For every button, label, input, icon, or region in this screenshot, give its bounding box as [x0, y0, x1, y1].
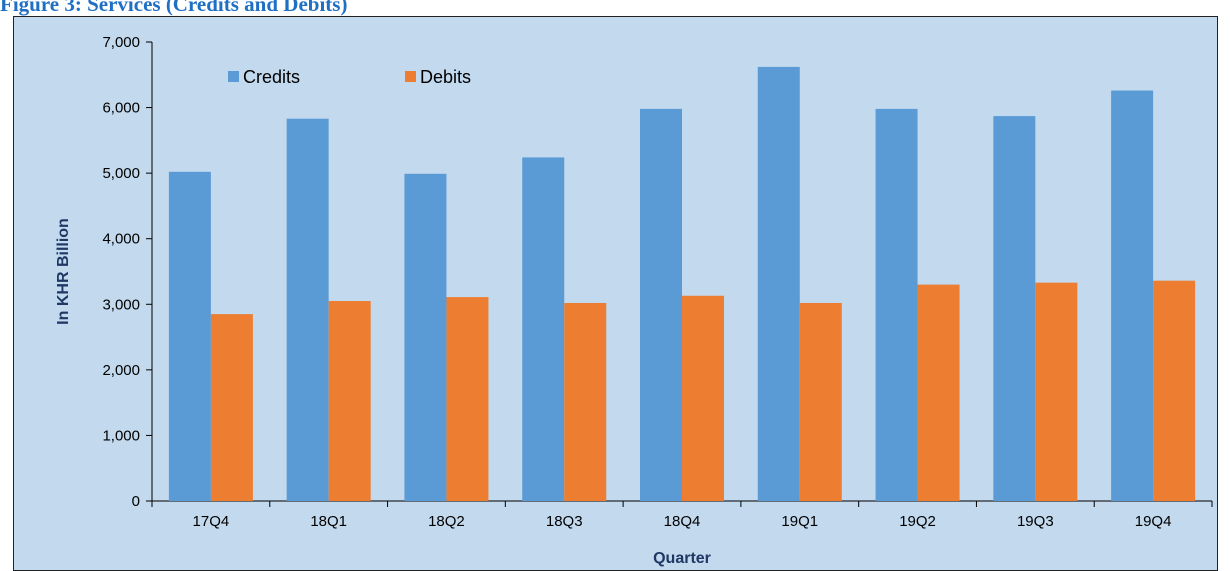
debits-bar-17Q4 [210, 314, 253, 501]
legend-swatch-debits [405, 71, 416, 82]
y-tick-label: 3,000 [102, 296, 140, 313]
x-tick-label: 19Q4 [1135, 513, 1172, 530]
y-axis-title: In KHR Billion [55, 218, 72, 325]
debits-bar-18Q1 [328, 301, 371, 501]
y-axis: 0 1,000 2,000 3,000 4,000 5,000 6,000 7,000 [102, 34, 153, 510]
credits-bar-19Q3 [993, 116, 1036, 502]
x-tick-label: 18Q1 [310, 513, 347, 530]
x-tick-label: 19Q3 [1017, 513, 1054, 530]
x-tick-label: 19Q1 [781, 513, 818, 530]
x-axis-title: Quarter [653, 550, 711, 567]
credits-bar-19Q1 [757, 66, 800, 501]
credits-bar-18Q3 [522, 157, 565, 502]
debits-bar-19Q3 [1035, 282, 1078, 501]
y-tick-label: 7,000 [102, 34, 140, 51]
y-tick-label: 2,000 [102, 362, 140, 379]
credits-bar-19Q4 [1111, 90, 1154, 501]
credits-bar-17Q4 [168, 171, 211, 501]
y-tick-label: 1,000 [102, 427, 140, 444]
debits-bar-19Q2 [917, 284, 960, 501]
x-tick-label: 17Q4 [193, 513, 230, 530]
x-axis: 17Q4 18Q1 18Q2 18Q3 18Q4 19Q1 19Q2 19Q3 19Q4 [151, 500, 1213, 530]
legend-label-credits: Credits [243, 67, 300, 87]
figure-title: Figure 3: Services (Credits and Debits) [0, 0, 348, 16]
y-tick-label: 4,000 [102, 231, 140, 248]
bars [168, 66, 1196, 502]
debits-bar-19Q1 [799, 302, 842, 501]
debits-bar-18Q2 [446, 297, 489, 501]
legend-swatch-credits [228, 71, 239, 82]
y-tick-label: 6,000 [102, 100, 140, 117]
x-tick-label: 18Q2 [428, 513, 465, 530]
x-tick-label: 19Q2 [899, 513, 936, 530]
credits-bar-18Q1 [286, 118, 329, 502]
y-tick-label: 0 [132, 493, 140, 510]
debits-bar-18Q4 [682, 295, 724, 501]
legend-label-debits: Debits [420, 67, 471, 87]
credits-bar-18Q4 [640, 108, 682, 501]
y-tick-label: 5,000 [102, 165, 140, 182]
debits-bar-18Q3 [564, 302, 607, 501]
credits-bar-18Q2 [404, 173, 447, 501]
x-tick-label: 18Q3 [546, 513, 583, 530]
legend: Credits Debits [228, 67, 471, 87]
x-tick-label: 18Q4 [664, 513, 701, 530]
debits-bar-19Q4 [1153, 280, 1196, 501]
credits-bar-19Q2 [875, 108, 918, 501]
